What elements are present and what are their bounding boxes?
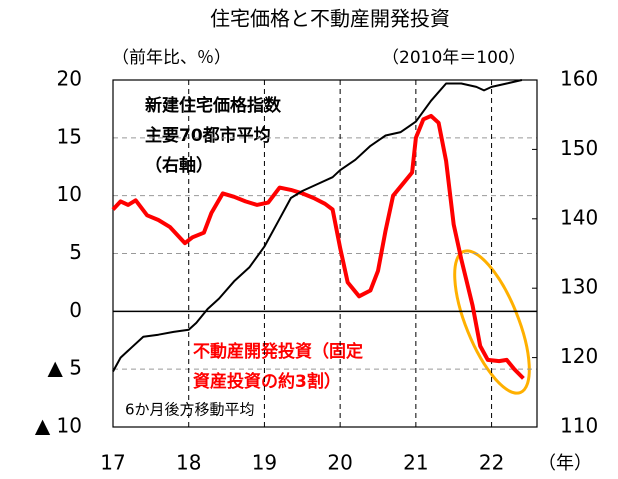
- y-axis-label: （前年比、％）: [112, 48, 231, 68]
- y-tick-label: 0: [69, 298, 82, 322]
- annotation: （右軸）: [145, 155, 213, 176]
- x-tick-label: 17: [100, 451, 125, 475]
- annotation: 6か月後方移動平均: [125, 401, 255, 419]
- annotation: 主要70都市平均: [145, 125, 271, 146]
- annotation: 新建住宅価格指数: [145, 95, 282, 116]
- data-line: [111, 113, 525, 380]
- chart-title: 住宅価格と不動産開発投資: [210, 7, 450, 31]
- y2-tick-label: 120: [560, 344, 598, 368]
- x-tick-label: 18: [176, 451, 201, 475]
- x-axis-label: （年）: [538, 453, 592, 474]
- y-tick-label: ▲ 10: [35, 414, 82, 438]
- x-tick-label: 19: [252, 451, 277, 475]
- y-tick-label: 5: [69, 240, 82, 264]
- annotation: 資産投資の約3割）: [193, 371, 341, 392]
- y2-tick-label: 140: [560, 205, 598, 229]
- x-tick-label: 21: [403, 451, 428, 475]
- y2-tick-label: 110: [560, 414, 598, 438]
- y-tick-label: 10: [57, 182, 82, 206]
- x-tick-label: 22: [479, 451, 504, 475]
- y-tick-label: 20: [57, 67, 82, 91]
- plot-frame: [112, 79, 538, 428]
- y-tick-label: ▲ 5: [48, 356, 82, 380]
- y2-tick-label: 160: [560, 67, 598, 91]
- y2-tick-label: 150: [560, 136, 598, 160]
- y2-axis-label: （2010年＝100）: [382, 48, 526, 68]
- y-tick-label: 15: [57, 124, 82, 148]
- x-tick-label: 20: [327, 451, 352, 475]
- highlight-ellipse: [453, 249, 531, 395]
- y2-tick-label: 130: [560, 275, 598, 299]
- data-line: [112, 79, 523, 372]
- annotation: 不動産開発投資（固定: [193, 341, 363, 362]
